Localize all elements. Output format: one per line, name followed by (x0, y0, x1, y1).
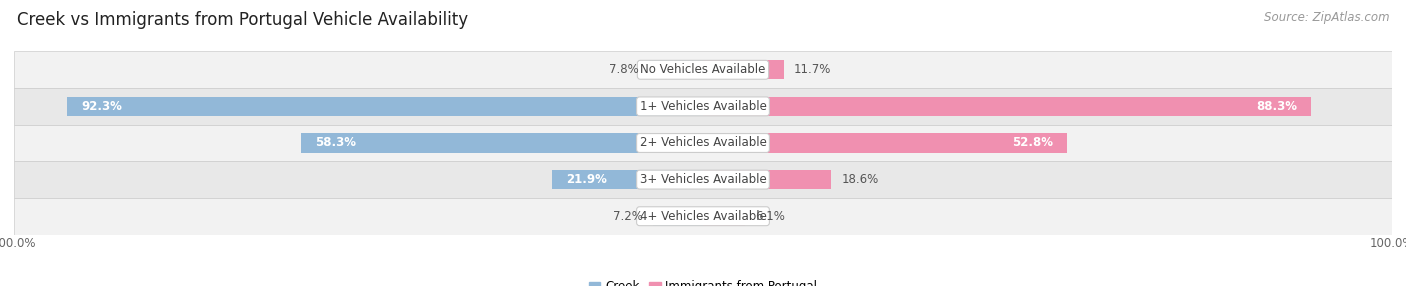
Text: 4+ Vehicles Available: 4+ Vehicles Available (640, 210, 766, 223)
Text: 58.3%: 58.3% (315, 136, 356, 150)
Bar (650, 60, 703, 79)
Text: 92.3%: 92.3% (82, 100, 122, 113)
Bar (14, 198, 1392, 235)
Bar (654, 207, 703, 226)
Bar (703, 97, 1312, 116)
Text: 6.1%: 6.1% (755, 210, 785, 223)
Bar (703, 170, 831, 189)
Bar (703, 207, 745, 226)
Text: Source: ZipAtlas.com: Source: ZipAtlas.com (1264, 11, 1389, 24)
Text: 7.8%: 7.8% (609, 63, 638, 76)
Text: 7.2%: 7.2% (613, 210, 643, 223)
Text: Creek vs Immigrants from Portugal Vehicle Availability: Creek vs Immigrants from Portugal Vehicl… (17, 11, 468, 29)
Text: 3+ Vehicles Available: 3+ Vehicles Available (640, 173, 766, 186)
Bar (553, 170, 703, 189)
Bar (703, 134, 1067, 152)
Text: 52.8%: 52.8% (1012, 136, 1053, 150)
Bar (14, 161, 1392, 198)
Text: 1+ Vehicles Available: 1+ Vehicles Available (640, 100, 766, 113)
Text: 11.7%: 11.7% (794, 63, 831, 76)
Bar (703, 60, 783, 79)
Bar (67, 97, 703, 116)
Text: 21.9%: 21.9% (565, 173, 607, 186)
Bar (14, 88, 1392, 125)
Text: 88.3%: 88.3% (1257, 100, 1298, 113)
Bar (14, 51, 1392, 88)
Bar (301, 134, 703, 152)
Bar (14, 125, 1392, 161)
Text: 18.6%: 18.6% (841, 173, 879, 186)
Text: 2+ Vehicles Available: 2+ Vehicles Available (640, 136, 766, 150)
Legend: Creek, Immigrants from Portugal: Creek, Immigrants from Portugal (583, 276, 823, 286)
Text: No Vehicles Available: No Vehicles Available (640, 63, 766, 76)
